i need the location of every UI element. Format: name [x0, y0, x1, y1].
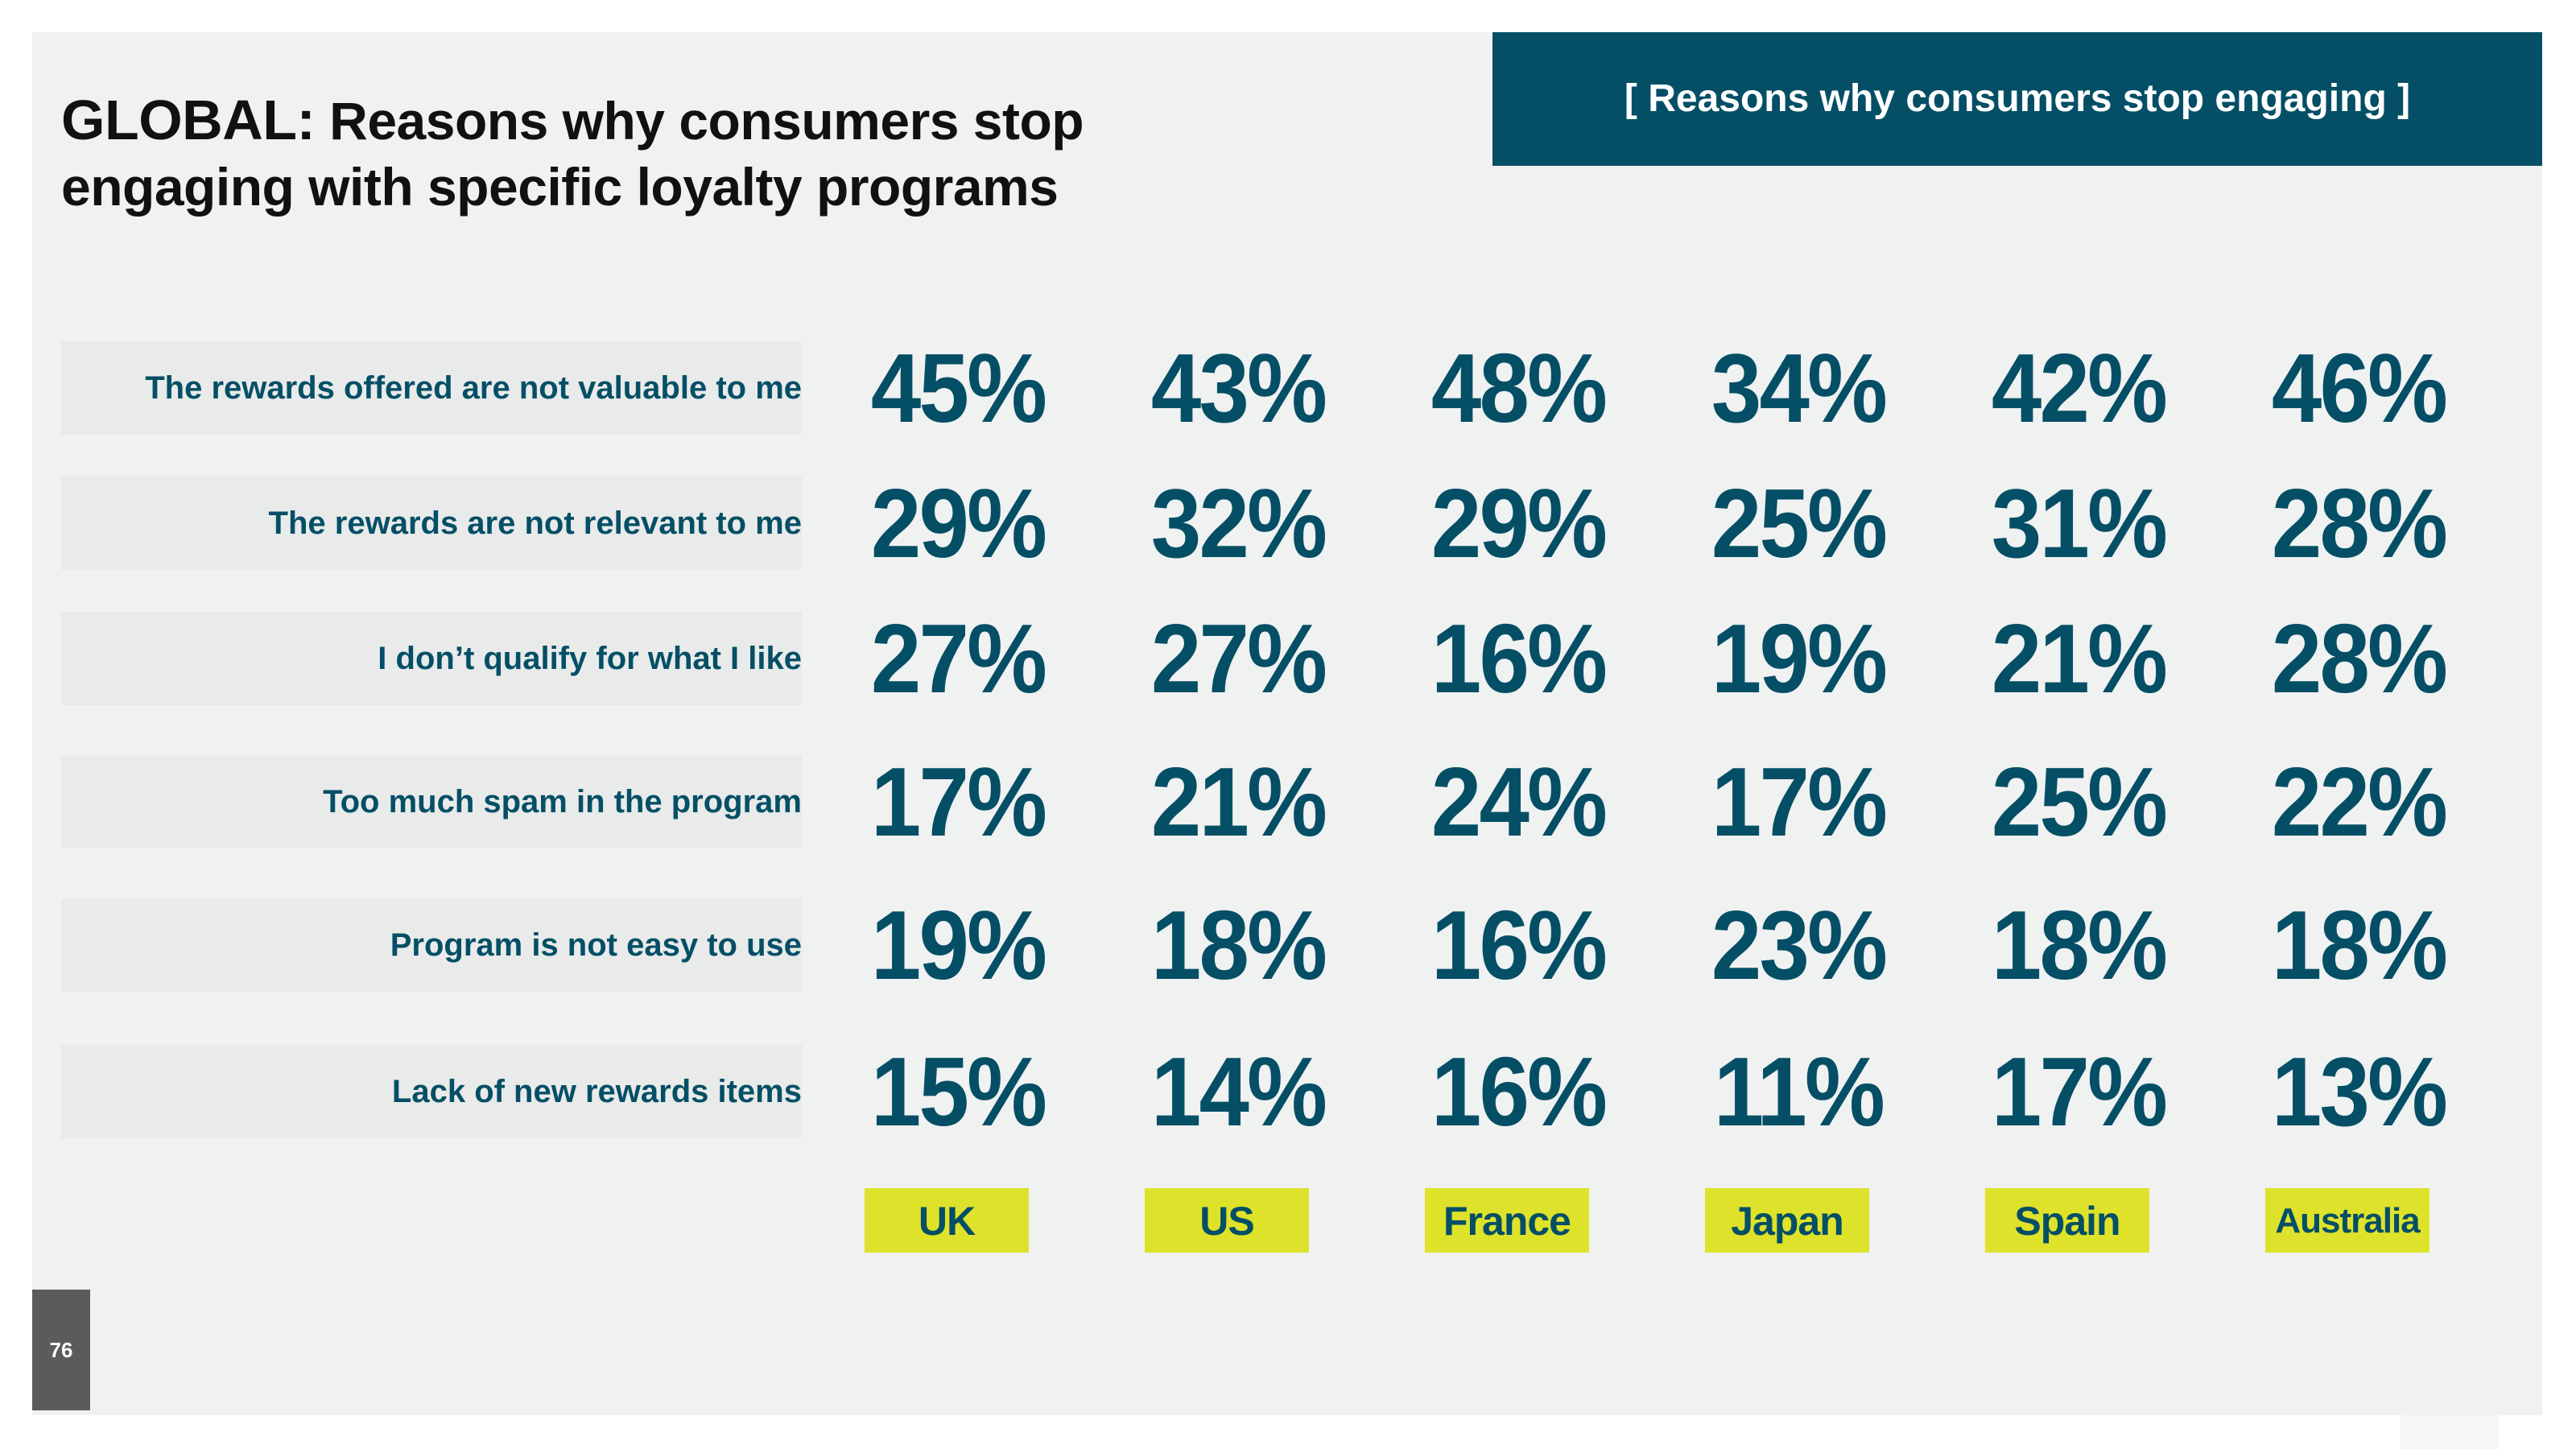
value-cell: 34% — [1711, 333, 1888, 443]
value-cell: 15% — [870, 1037, 1047, 1146]
row-background — [61, 755, 802, 848]
row-background — [61, 612, 802, 705]
value-cell: 31% — [1991, 469, 2168, 578]
value-cell: 16% — [1430, 1037, 1608, 1146]
value-cell: 29% — [1430, 469, 1608, 578]
value-cell: 21% — [1150, 747, 1327, 857]
value-cell: 29% — [870, 469, 1047, 578]
value-cell: 16% — [1430, 890, 1608, 1000]
value-cell: 48% — [1430, 333, 1608, 443]
slide: GLOBAL: Reasons why consumers stop engag… — [32, 32, 2542, 1415]
value-cell: 42% — [1991, 333, 2168, 443]
value-cell: 32% — [1150, 469, 1327, 578]
section-banner: [ Reasons why consumers stop engaging ] — [1492, 32, 2542, 166]
row-label: Too much spam in the program — [323, 784, 802, 819]
value-cell: 19% — [870, 890, 1047, 1000]
value-cell: 24% — [1430, 747, 1608, 857]
row-background — [61, 898, 802, 992]
country-label: US — [1145, 1188, 1309, 1253]
value-cell: 18% — [1991, 890, 2168, 1000]
title-rest: Reasons why consumers stop engaging with… — [61, 91, 1084, 217]
value-cell: 23% — [1711, 890, 1888, 1000]
value-cell: 27% — [870, 604, 1047, 713]
corner-decoration — [2401, 1415, 2499, 1449]
value-cell: 28% — [2271, 604, 2448, 713]
row-background — [61, 1045, 802, 1138]
value-cell: 25% — [1991, 747, 2168, 857]
row-label: The rewards are not relevant to me — [268, 506, 802, 541]
value-cell: 17% — [1711, 747, 1888, 857]
country-label: Spain — [1985, 1188, 2149, 1253]
value-cell: 25% — [1711, 469, 1888, 578]
row-label: The rewards offered are not valuable to … — [145, 370, 802, 406]
value-cell: 45% — [870, 333, 1047, 443]
country-label: UK — [865, 1188, 1029, 1253]
row-label: Lack of new rewards items — [391, 1074, 802, 1109]
value-cell: 18% — [2271, 890, 2448, 1000]
country-label: France — [1425, 1188, 1589, 1253]
value-cell: 21% — [1991, 604, 2168, 713]
value-cell: 46% — [2271, 333, 2448, 443]
row-background — [61, 477, 802, 570]
value-cell: 28% — [2271, 469, 2448, 578]
value-cell: 27% — [1150, 604, 1327, 713]
reasons-table: The rewards offered are not valuable to … — [32, 32, 2542, 1415]
country-label: Australia — [2265, 1188, 2429, 1253]
banner-text: [ Reasons why consumers stop engaging ] — [1624, 77, 2411, 120]
page-title: GLOBAL: Reasons why consumers stop engag… — [61, 87, 1188, 220]
value-cell: 17% — [1991, 1037, 2168, 1146]
value-cell: 13% — [2271, 1037, 2448, 1146]
value-cell: 19% — [1711, 604, 1888, 713]
value-cell: 17% — [870, 747, 1047, 857]
value-cell: 22% — [2271, 747, 2448, 857]
value-cell: 14% — [1150, 1037, 1327, 1146]
value-cell: 43% — [1150, 333, 1327, 443]
row-background — [61, 341, 802, 435]
page-number: 76 — [32, 1290, 90, 1410]
value-cell: 18% — [1150, 890, 1327, 1000]
row-label: I don’t qualify for what I like — [378, 641, 802, 676]
title-lead: GLOBAL: — [61, 89, 316, 151]
value-cell: 16% — [1430, 604, 1608, 713]
row-label: Program is not easy to use — [390, 927, 802, 963]
country-label: Japan — [1705, 1188, 1869, 1253]
value-cell: 11% — [1713, 1037, 1885, 1146]
